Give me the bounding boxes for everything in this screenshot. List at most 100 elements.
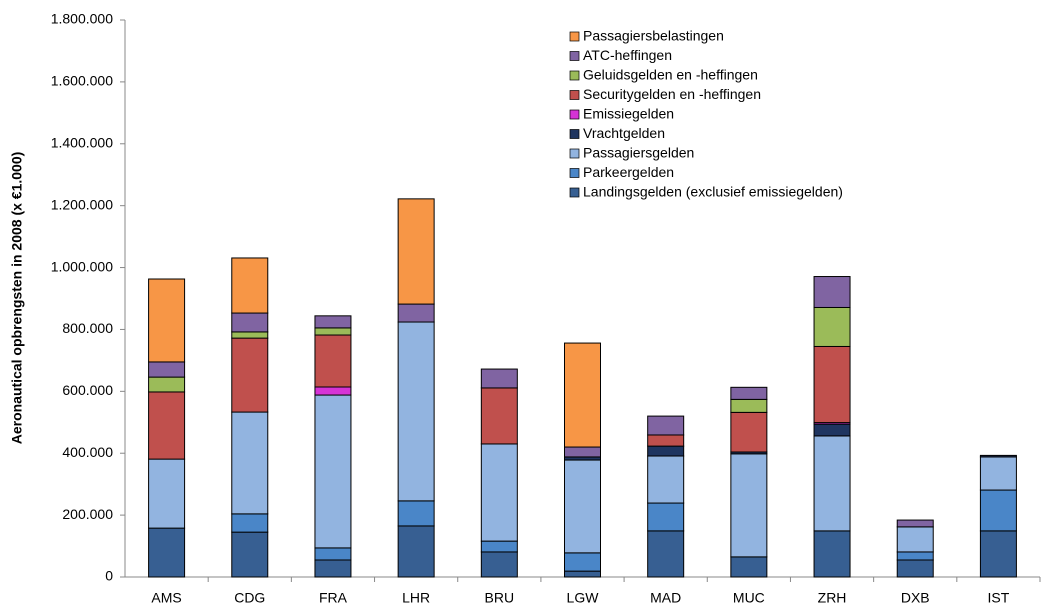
x-tick-label: MAD [650, 590, 681, 606]
bar-segment [314, 334, 352, 388]
bar-segment [813, 345, 851, 424]
x-tick-label: LHR [402, 590, 430, 606]
y-tick-label: 1.400.000 [51, 134, 113, 150]
y-tick-label: 600.000 [62, 382, 113, 398]
y-tick-label: 200.000 [62, 506, 113, 522]
bar-segment [813, 276, 851, 308]
bar-segment [730, 411, 768, 453]
bar-segment [397, 303, 435, 323]
bar-segment [564, 342, 601, 448]
bar-segment [480, 368, 518, 389]
bar-segment [564, 570, 601, 578]
legend-swatch [569, 51, 580, 61]
bar-segment [148, 376, 186, 393]
bar-segment [231, 513, 269, 533]
legend-swatch [569, 109, 580, 120]
bar-segment [231, 337, 269, 413]
y-tick-label: 400.000 [62, 444, 113, 460]
x-tick-label: BRU [485, 590, 515, 606]
x-tick-label: LGW [567, 590, 600, 606]
legend-label: Securitygelden en -heffingen [583, 86, 761, 102]
y-tick-label: 800.000 [62, 320, 113, 336]
bar-segment [148, 278, 186, 363]
bar-segment [896, 559, 934, 578]
bar-segment [314, 559, 352, 578]
bar-segment [896, 519, 934, 528]
bar-segment [231, 312, 269, 333]
legend-label: Vrachtgelden [583, 125, 665, 141]
bar-segment [231, 411, 269, 515]
y-tick-label: 1.800.000 [51, 11, 113, 27]
bar-segment [397, 525, 435, 578]
legend-swatch [569, 129, 580, 139]
legend-swatch [569, 187, 580, 198]
y-tick-label: 1.600.000 [51, 73, 113, 89]
x-tick-label: ZRH [818, 590, 847, 606]
bar-segment [231, 531, 269, 578]
x-tick-label: MUC [733, 590, 765, 606]
bar-segment [564, 446, 601, 458]
bar-segment [480, 540, 518, 553]
bar-segment [148, 361, 186, 378]
bar-segment [896, 551, 934, 561]
bar-segment [148, 458, 186, 529]
bar-segment [647, 455, 685, 504]
legend-swatch [569, 168, 580, 178]
bar-segment [148, 391, 186, 460]
y-tick-label: 0 [105, 568, 113, 584]
bar-segment [314, 315, 352, 329]
bar-segment [480, 551, 518, 578]
bar-segment [564, 459, 601, 554]
bar-segment [813, 530, 851, 578]
bar-segment [730, 398, 768, 413]
bar-segment [647, 502, 685, 532]
legend-label: ATC-heffingen [583, 47, 672, 63]
bar-segment [231, 331, 269, 339]
bar-segment [647, 530, 685, 578]
legend-swatch [569, 31, 580, 42]
bar-segment [730, 386, 768, 400]
bar-segment [979, 456, 1017, 491]
bar-segment [896, 526, 934, 553]
bar-segment [813, 306, 851, 347]
bar-segment [730, 453, 768, 558]
bar-segment [314, 386, 352, 396]
x-tick-label: IST [988, 590, 1010, 606]
legend-label: Parkeergelden [583, 164, 674, 180]
bar-segment [730, 556, 768, 578]
bar-segment [314, 394, 352, 549]
bar-segment [397, 500, 435, 527]
x-tick-label: FRA [319, 590, 348, 606]
legend-swatch [569, 90, 580, 100]
bar-segment [314, 327, 352, 336]
legend-swatch [569, 148, 580, 159]
legend-label: Passagiersbelastingen [583, 28, 724, 44]
bar-segment [979, 489, 1017, 532]
x-tick-label: CDG [234, 590, 265, 606]
bar-segment [480, 443, 518, 542]
bar-segment [647, 415, 685, 436]
x-tick-label: DXB [901, 590, 930, 606]
bar-segment [231, 257, 269, 314]
bar-segment [813, 435, 851, 532]
y-tick-label: 1.200.000 [51, 196, 113, 212]
legend-swatch [569, 70, 580, 81]
bar-segment [397, 198, 435, 305]
legend-label: Landingsgelden (exclusief emissiegelden) [583, 184, 843, 200]
y-tick-label: 1.000.000 [51, 258, 113, 274]
bar-segment [314, 547, 352, 561]
bar-segment [397, 321, 435, 502]
bar-segment [480, 387, 518, 445]
legend-label: Emissiegelden [583, 106, 674, 122]
x-tick-label: AMS [151, 590, 181, 606]
legend-label: Geluidsgelden en -heffingen [583, 67, 758, 83]
bar-segment [647, 434, 685, 447]
bar-segment [564, 552, 601, 572]
legend-label: Passagiersgelden [583, 145, 694, 161]
bar-segment [148, 527, 186, 578]
bar-segment [979, 530, 1017, 578]
y-axis-label: Aeronautical opbrengsten in 2008 (x €1.0… [9, 152, 25, 445]
bar-segment [647, 445, 685, 457]
